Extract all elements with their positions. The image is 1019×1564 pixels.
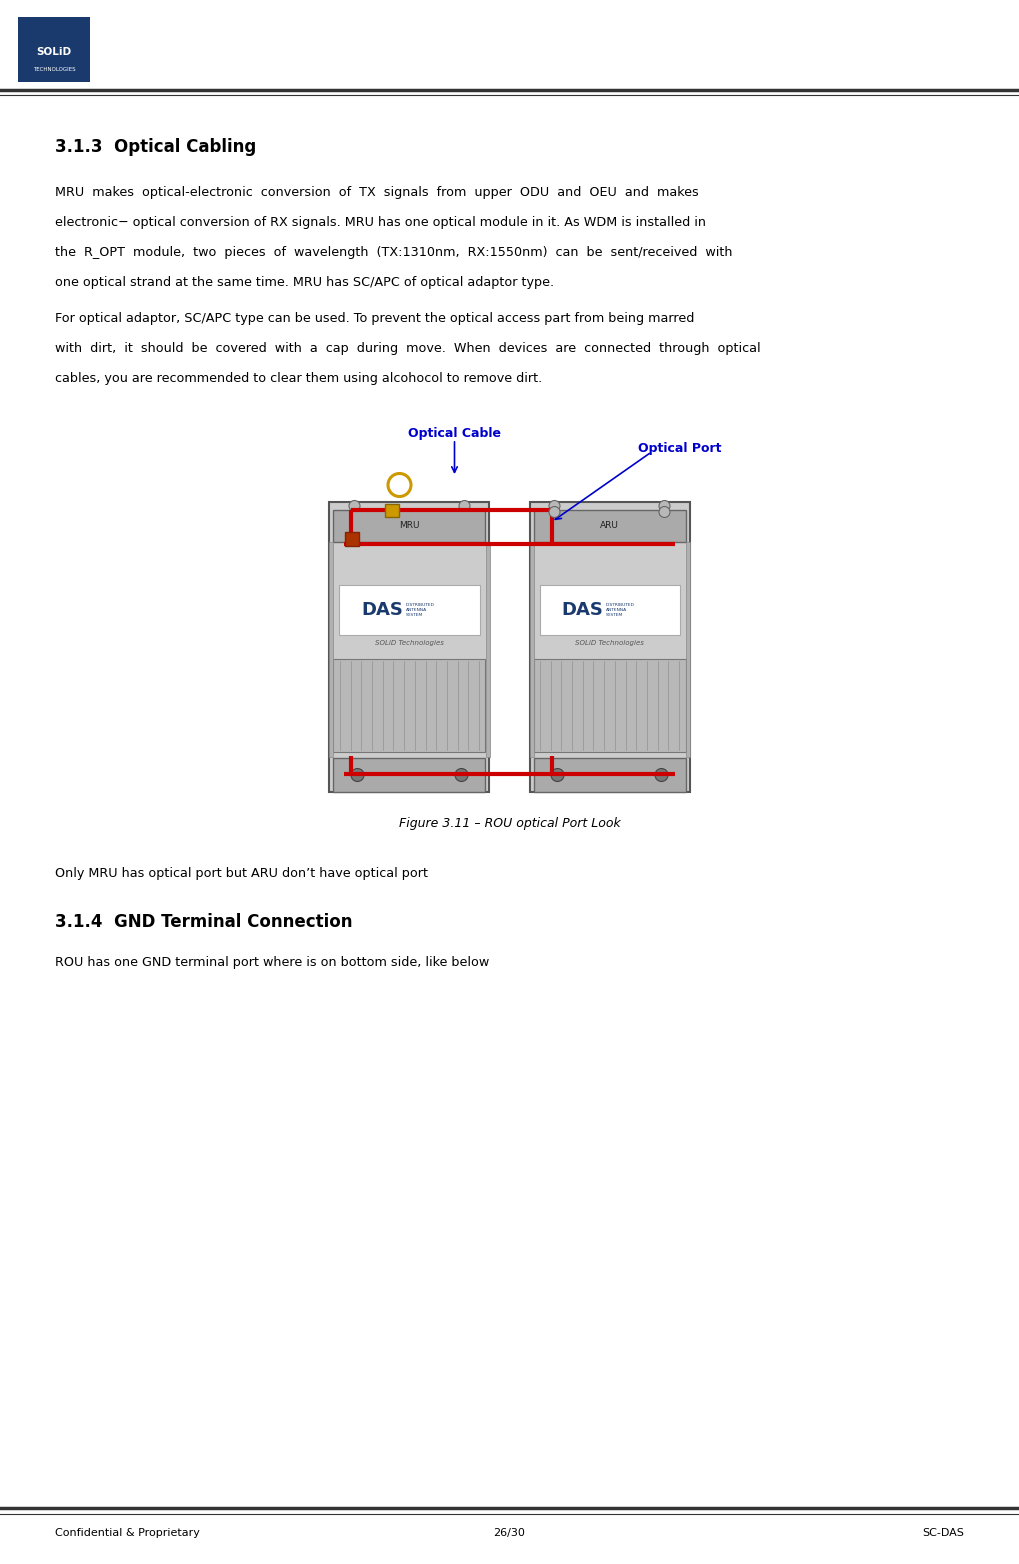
Text: 3.1.3  Optical Cabling: 3.1.3 Optical Cabling xyxy=(55,138,256,156)
Circle shape xyxy=(549,500,560,511)
Text: Confidential & Proprietary: Confidential & Proprietary xyxy=(55,1528,200,1537)
FancyBboxPatch shape xyxy=(384,504,399,518)
FancyBboxPatch shape xyxy=(329,543,333,757)
FancyBboxPatch shape xyxy=(686,543,690,757)
FancyBboxPatch shape xyxy=(534,759,686,791)
Circle shape xyxy=(455,768,468,782)
Circle shape xyxy=(459,500,470,511)
Text: DAS: DAS xyxy=(561,601,603,619)
Circle shape xyxy=(659,507,671,518)
FancyBboxPatch shape xyxy=(344,532,359,546)
Circle shape xyxy=(551,768,564,782)
Text: DISTRIBUTED
ANTENNA
SYSTEM: DISTRIBUTED ANTENNA SYSTEM xyxy=(605,604,635,616)
Text: the  R_OPT  module,  two  pieces  of  wavelength  (TX:1310nm,  RX:1550nm)  can  : the R_OPT module, two pieces of waveleng… xyxy=(55,246,733,260)
Text: one optical strand at the same time. MRU has SC/APC of optical adaptor type.: one optical strand at the same time. MRU… xyxy=(55,275,554,289)
Text: 26/30: 26/30 xyxy=(493,1528,526,1537)
FancyBboxPatch shape xyxy=(539,585,680,635)
FancyBboxPatch shape xyxy=(333,510,485,543)
Circle shape xyxy=(655,768,668,782)
Text: TECHNOLOGIES: TECHNOLOGIES xyxy=(33,67,75,72)
FancyBboxPatch shape xyxy=(534,658,686,752)
Circle shape xyxy=(348,500,360,511)
Text: with  dirt,  it  should  be  covered  with  a  cap  during  move.  When  devices: with dirt, it should be covered with a c… xyxy=(55,343,760,355)
FancyBboxPatch shape xyxy=(530,502,690,791)
FancyBboxPatch shape xyxy=(333,658,485,752)
Text: ROU has one GND terminal port where is on bottom side, like below: ROU has one GND terminal port where is o… xyxy=(55,956,489,970)
Text: Optical Port: Optical Port xyxy=(638,443,721,455)
Text: 3.1.4  GND Terminal Connection: 3.1.4 GND Terminal Connection xyxy=(55,913,353,931)
Circle shape xyxy=(549,507,560,518)
Text: Only MRU has optical port but ARU don’t have optical port: Only MRU has optical port but ARU don’t … xyxy=(55,866,428,881)
FancyBboxPatch shape xyxy=(485,543,489,757)
FancyBboxPatch shape xyxy=(530,543,534,757)
Text: MRU: MRU xyxy=(399,521,420,530)
FancyBboxPatch shape xyxy=(333,759,485,791)
Text: SOLiD: SOLiD xyxy=(37,47,71,56)
Circle shape xyxy=(351,768,364,782)
Text: DISTRIBUTED
ANTENNA
SYSTEM: DISTRIBUTED ANTENNA SYSTEM xyxy=(406,604,434,616)
Text: MRU  makes  optical-electronic  conversion  of  TX  signals  from  upper  ODU  a: MRU makes optical-electronic conversion … xyxy=(55,186,699,199)
Text: SOLiD Technologies: SOLiD Technologies xyxy=(575,640,644,646)
Text: Optical Cable: Optical Cable xyxy=(408,427,501,439)
Text: For optical adaptor, SC/APC type can be used. To prevent the optical access part: For optical adaptor, SC/APC type can be … xyxy=(55,311,694,325)
FancyBboxPatch shape xyxy=(329,502,489,791)
Text: SOLiD Technologies: SOLiD Technologies xyxy=(375,640,444,646)
Text: ARU: ARU xyxy=(600,521,619,530)
Text: SC-DAS: SC-DAS xyxy=(922,1528,964,1537)
Text: DAS: DAS xyxy=(362,601,404,619)
FancyBboxPatch shape xyxy=(18,17,90,81)
FancyBboxPatch shape xyxy=(534,510,686,543)
Circle shape xyxy=(659,500,671,511)
FancyBboxPatch shape xyxy=(339,585,480,635)
Text: Figure 3.11 – ROU optical Port Look: Figure 3.11 – ROU optical Port Look xyxy=(398,816,621,830)
Text: electronic− optical conversion of RX signals. MRU has one optical module in it. : electronic− optical conversion of RX sig… xyxy=(55,216,706,228)
Text: cables, you are recommended to clear them using alcohocol to remove dirt.: cables, you are recommended to clear the… xyxy=(55,372,542,385)
